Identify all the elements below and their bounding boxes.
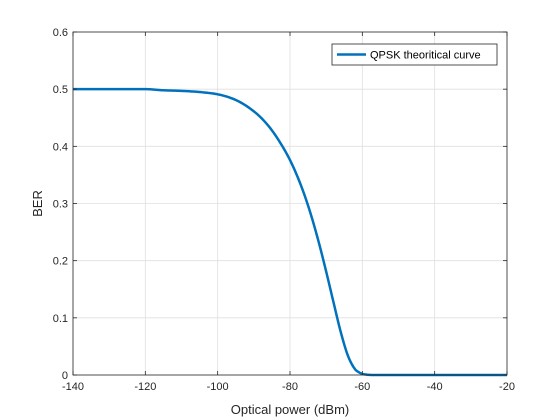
x-tick-label: -140: [62, 381, 84, 393]
x-tick-label: -20: [499, 381, 515, 393]
x-tick-label: -60: [354, 381, 370, 393]
y-tick-label: 0.6: [53, 27, 68, 39]
legend-label: QPSK theoritical curve: [370, 50, 481, 62]
y-tick-label: 0: [62, 370, 68, 382]
x-axis-title: Optical power (dBm): [231, 402, 349, 417]
x-tick-label: -80: [282, 381, 298, 393]
x-tick-label: -40: [427, 381, 443, 393]
y-tick-label: 0.1: [53, 313, 68, 325]
y-tick-label: 0.4: [53, 141, 68, 153]
legend: QPSK theoritical curve: [332, 44, 497, 65]
y-axis-title: BER: [30, 190, 45, 217]
y-tick-label: 0.2: [53, 256, 68, 268]
x-tick-label: -120: [134, 381, 156, 393]
x-tick-label: -100: [207, 381, 229, 393]
y-tick-label: 0.5: [53, 84, 68, 96]
y-tick-label: 0.3: [53, 199, 68, 211]
